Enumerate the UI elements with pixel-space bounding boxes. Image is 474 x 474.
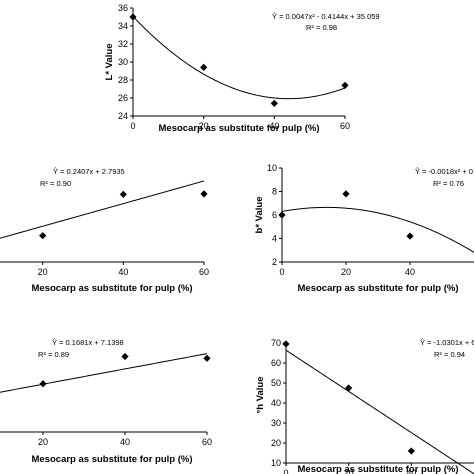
y-tick-label: 8: [272, 187, 277, 197]
y-tick-label: 32: [118, 39, 128, 49]
r-squared-label: R² = 0.98: [306, 23, 337, 32]
y-tick-label: 20: [271, 438, 281, 448]
x-axis-label: Mesocarp as substitute for pulp (%): [32, 454, 193, 465]
y-tick-label: 50: [271, 378, 281, 388]
r-squared-label: R² = 0.90: [40, 179, 71, 188]
y-tick-label: 10: [271, 458, 281, 468]
x-tick-label: 40: [120, 437, 130, 447]
y-axis-label: b* Value: [254, 197, 265, 234]
data-point: [407, 447, 415, 455]
y-tick-label: 30: [118, 57, 128, 67]
equation-label: Ŷ = 0.2407x + 2.7935: [53, 167, 125, 176]
fit-curve: [0, 353, 208, 393]
equation-label: Ŷ = 0.0047x² - 0.4144x + 35.059: [272, 12, 380, 21]
r-squared-label: R² = 0.94: [434, 350, 465, 359]
y-tick-label: 70: [271, 338, 281, 348]
x-tick-label: 40: [405, 267, 415, 277]
x-axis-label: Mesocarp as substitute for pulp (%): [298, 464, 459, 474]
y-tick-label: 6: [272, 210, 277, 220]
y-tick-label: 40: [271, 398, 281, 408]
x-tick-label: 60: [202, 437, 212, 447]
data-point: [406, 232, 414, 240]
data-point: [203, 354, 211, 362]
x-axis-label: Mesocarp as substitute for pulp (%): [32, 283, 193, 294]
x-tick-label: 40: [269, 121, 279, 131]
y-tick-label: 26: [118, 93, 128, 103]
fit-curve: [281, 206, 474, 253]
data-point: [129, 13, 137, 21]
data-point: [270, 99, 278, 107]
data-point: [39, 232, 47, 240]
data-point: [200, 190, 208, 198]
x-tick-label: 60: [199, 267, 209, 277]
data-point: [342, 190, 350, 198]
data-point: [282, 340, 290, 348]
y-tick-label: 30: [271, 418, 281, 428]
x-tick-label: 0: [279, 267, 284, 277]
x-tick-label: 0: [130, 121, 135, 131]
y-axis-label: L* Value: [104, 44, 115, 81]
y-axis-label: °h Value: [255, 376, 266, 413]
y-tick-label: 34: [118, 21, 128, 31]
x-tick-label: 20: [341, 267, 351, 277]
y-tick-label: 2: [272, 257, 277, 267]
panel-p3: 0 20 40 2 4 6 8 10 Ŷ = -0.0018x² + 0.05x + 6.3 R²…: [254, 163, 474, 294]
data-point: [278, 211, 286, 219]
y-tick-label: 60: [271, 358, 281, 368]
data-point: [39, 380, 47, 388]
y-tick-label: 24: [118, 111, 128, 121]
x-tick-label: 40: [406, 468, 416, 474]
equation-label: Ŷ = -0.0018x² + 0.05x + 6.3: [415, 167, 474, 176]
panel-p1: 0 20 40 60 24 26 28 30 32 34 36 Ŷ = 0.0047x² - 0.41…: [104, 3, 380, 134]
equation-label: Ŷ = 0.1681x + 7.1398: [52, 338, 124, 347]
panel-p5: 0 20 40 10 20 30 40 50 60 70 Ŷ = -1.0301x + 66.4 R²…: [255, 338, 474, 474]
data-point: [200, 63, 208, 71]
data-point: [345, 384, 353, 392]
panel-p4: 20 40 60 Ŷ = 0.1681x + 7.1398 R² = 0.89 Mesoc…: [0, 338, 212, 465]
y-tick-label: 4: [272, 234, 277, 244]
x-tick-label: 20: [199, 121, 209, 131]
x-tick-label: 40: [118, 267, 128, 277]
data-point: [119, 190, 127, 198]
equation-label: Ŷ = -1.0301x + 66.4: [420, 338, 474, 347]
x-tick-label: 0: [283, 468, 288, 474]
fit-curve: [0, 180, 205, 239]
y-tick-label: 28: [118, 75, 128, 85]
y-tick-label: 10: [267, 163, 277, 173]
x-axis-label: Mesocarp as substitute for pulp (%): [159, 123, 320, 134]
x-tick-label: 60: [340, 121, 350, 131]
x-tick-label: 20: [38, 267, 48, 277]
x-axis-label: Mesocarp as substitute for pulp (%): [298, 283, 459, 294]
data-point: [341, 81, 349, 89]
x-tick-label: 20: [38, 437, 48, 447]
x-tick-label: 20: [344, 468, 354, 474]
r-squared-label: R² = 0.89: [38, 350, 69, 359]
panel-p2: 20 40 60 Ŷ = 0.2407x + 2.7935 R² = 0.90 Mesoc…: [0, 167, 209, 294]
r-squared-label: R² = 0.76: [433, 179, 464, 188]
fit-curve: [285, 349, 474, 474]
fit-curve: [132, 16, 346, 100]
data-point: [121, 352, 129, 361]
y-tick-label: 36: [118, 3, 128, 13]
